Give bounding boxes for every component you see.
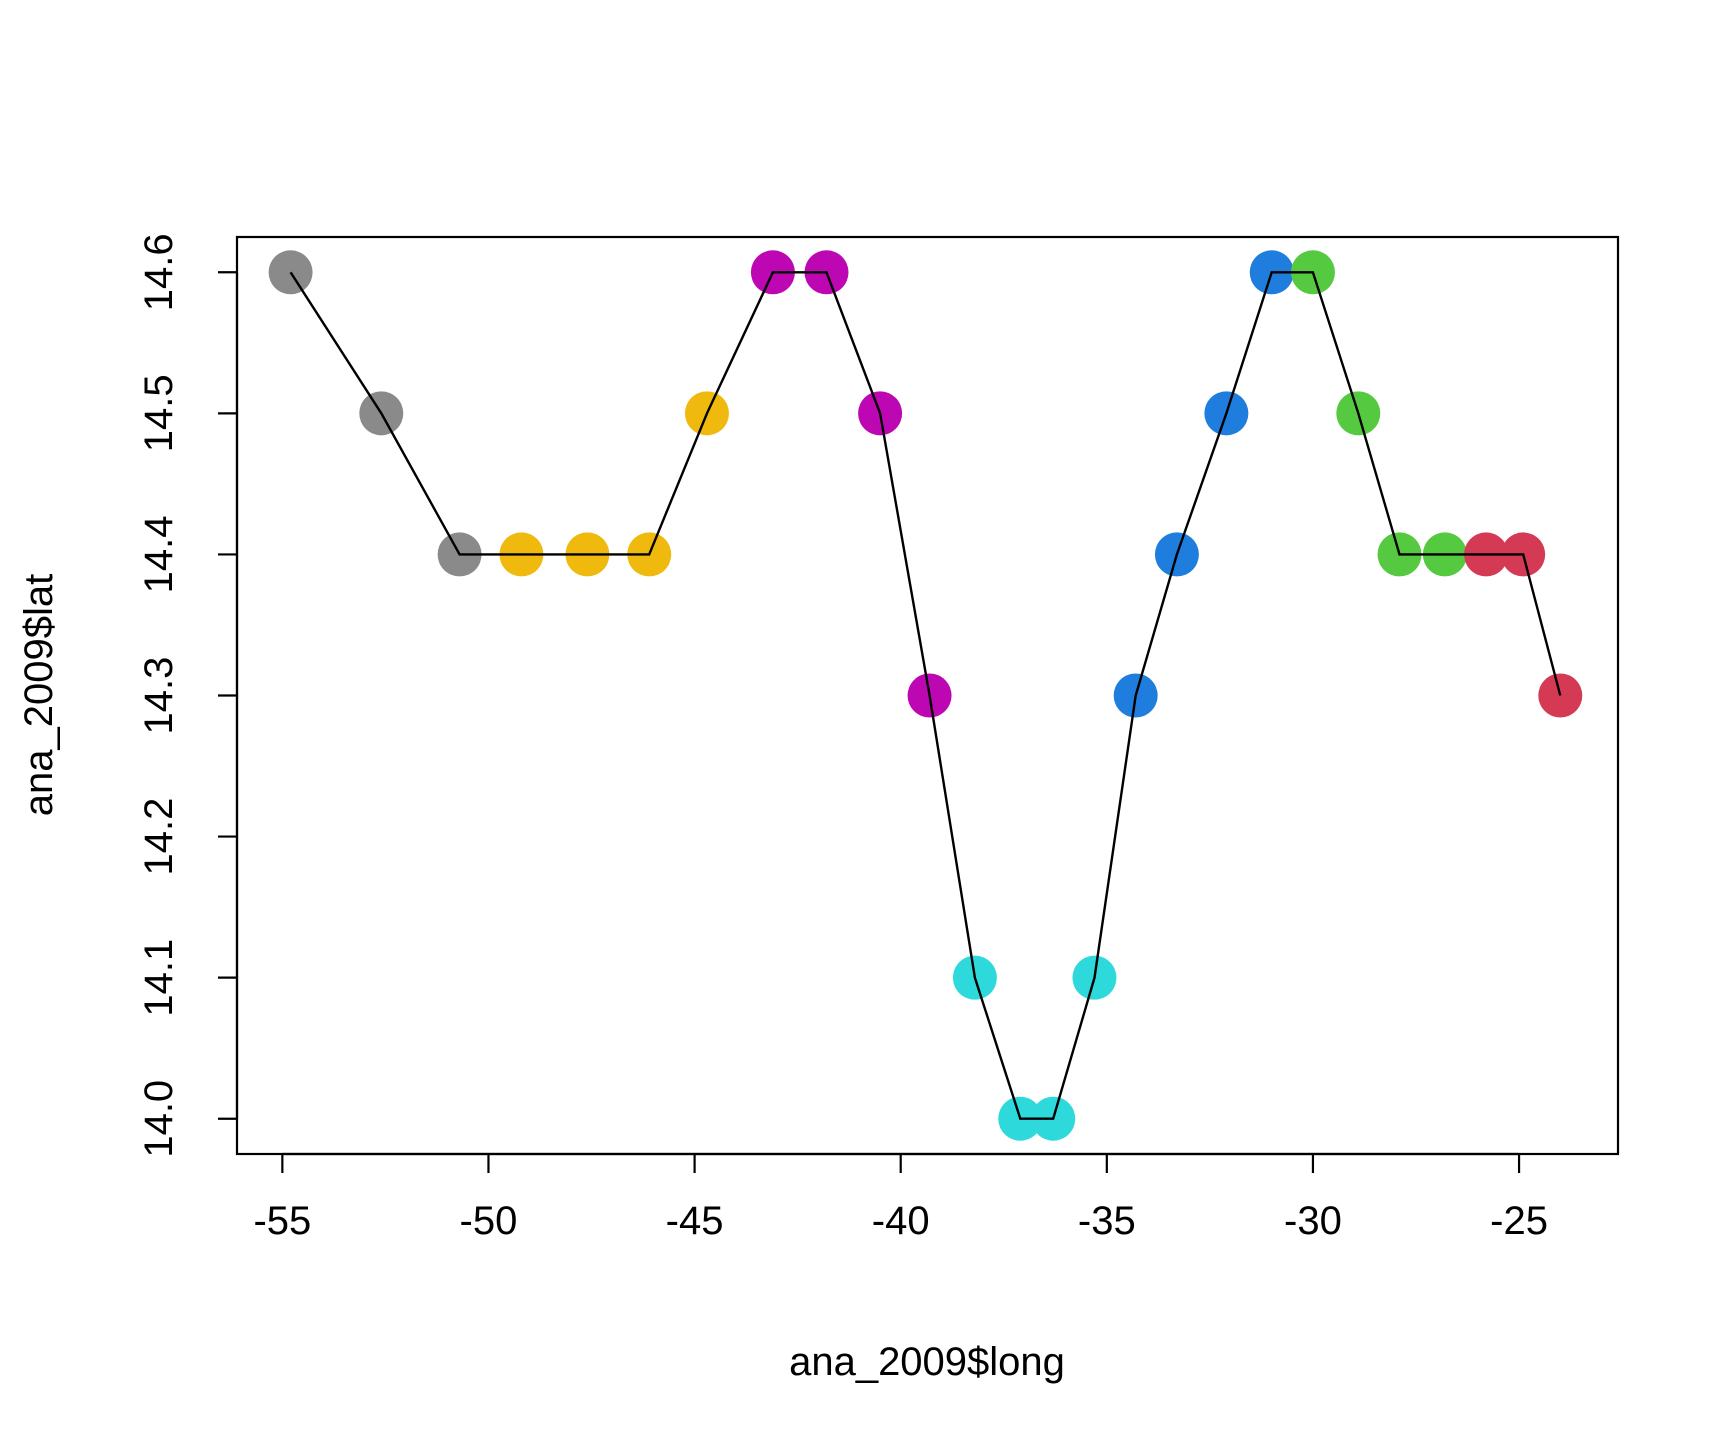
y-axis-title: ana_2009$lat — [17, 574, 61, 816]
x-tick-label: -45 — [666, 1199, 724, 1243]
y-tick-label: 14.5 — [137, 374, 181, 452]
y-axis: 14.0 14.1 14.2 14.3 14.4 14.5 14.6 — [137, 233, 239, 1158]
x-axis: -55 -50 -45 -40 -35 -30 -25 — [253, 1152, 1548, 1243]
data-series — [268, 250, 1583, 1141]
y-tick-label: 14.0 — [137, 1080, 181, 1158]
series-line — [289, 271, 1562, 1120]
x-axis-title: ana_2009$long — [789, 1340, 1065, 1384]
y-tick-label: 14.1 — [137, 939, 181, 1017]
data-point — [268, 250, 313, 295]
y-tick-label: 14.4 — [137, 515, 181, 593]
x-tick-label: -30 — [1284, 1199, 1342, 1243]
y-tick-label: 14.2 — [137, 798, 181, 876]
x-tick-label: -25 — [1490, 1199, 1548, 1243]
x-tick-label: -55 — [253, 1199, 311, 1243]
y-tick-label: 14.3 — [137, 657, 181, 735]
x-tick-label: -40 — [872, 1199, 930, 1243]
x-tick-label: -35 — [1078, 1199, 1136, 1243]
x-tick-label: -50 — [460, 1199, 518, 1243]
y-tick-label: 14.6 — [137, 233, 181, 311]
